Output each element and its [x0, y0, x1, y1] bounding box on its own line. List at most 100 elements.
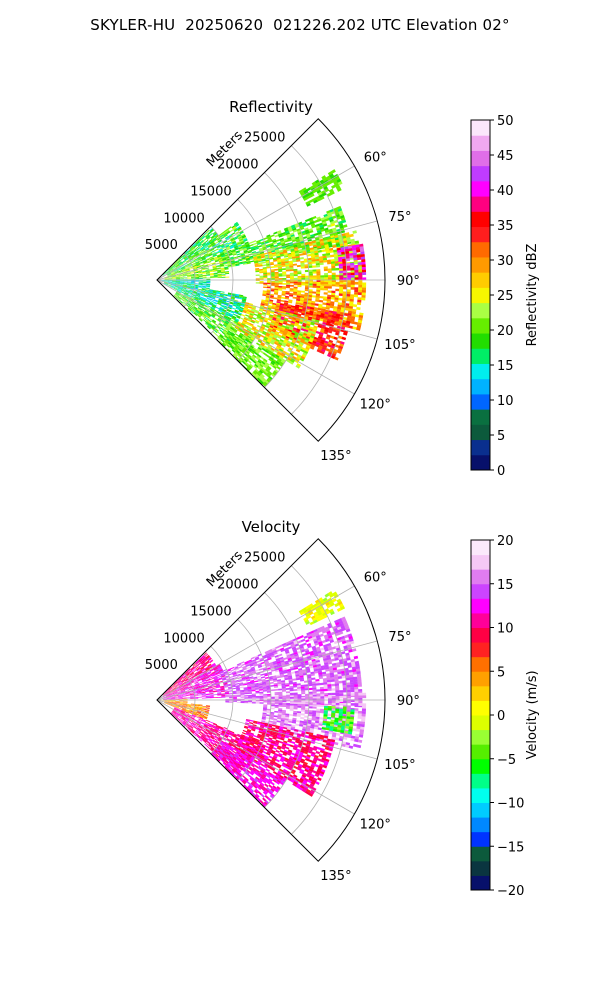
echo-gate [250, 246, 255, 249]
echo-gate [295, 255, 300, 259]
echo-gate [186, 284, 192, 286]
echo-gate [333, 322, 339, 326]
echo-gate [198, 705, 203, 707]
echo-gate [172, 281, 177, 283]
echo-gate [342, 298, 347, 301]
echo-gate [168, 276, 173, 278]
echo-gate [339, 343, 344, 348]
echo-gate [175, 702, 180, 703]
echo-gate [331, 315, 336, 319]
echo-gate [176, 258, 180, 262]
echo-gate [196, 308, 201, 312]
echo-gate [282, 277, 287, 280]
echo-gate [213, 675, 218, 678]
echo-gate [211, 671, 216, 675]
echo-gate [214, 234, 219, 238]
echo-gate [275, 306, 280, 309]
echo-gate [223, 316, 228, 320]
echo-gate [295, 320, 300, 324]
echo-gate [308, 289, 313, 292]
echo-gate [301, 273, 306, 276]
echo-gate [289, 289, 294, 292]
echo-gate [175, 264, 180, 268]
echo-gate [195, 666, 199, 670]
echo-gate [302, 352, 308, 356]
echo-gate [201, 695, 206, 697]
echo-gate [354, 289, 359, 293]
echo-gate [350, 275, 355, 278]
echo-gate [184, 677, 188, 680]
echo-gate [278, 288, 283, 291]
echo-gate [180, 689, 185, 692]
echo-gate [169, 268, 173, 272]
echo-gate [190, 304, 194, 308]
echo-gate [171, 275, 176, 277]
echo-gate [176, 265, 180, 268]
echo-gate [211, 672, 216, 676]
echo-gate [251, 336, 256, 340]
echo-gate [352, 249, 357, 254]
echo-gate [288, 227, 293, 231]
echo-gate [209, 256, 214, 259]
echo-gate [187, 263, 192, 266]
echo-gate [221, 270, 226, 273]
echo-gate [168, 687, 172, 690]
echo-gate [281, 264, 286, 267]
echo-gate [225, 333, 230, 337]
echo-gate [227, 292, 233, 295]
echo-gate [220, 244, 225, 247]
echo-gate [206, 277, 211, 279]
echo-gate [248, 339, 254, 343]
echo-gate [186, 682, 191, 685]
echo-gate [187, 254, 191, 258]
echo-gate [189, 306, 193, 310]
echo-gate [255, 267, 260, 270]
echo-gate [202, 274, 207, 276]
echo-gate [293, 345, 298, 350]
echo-gate [308, 271, 313, 274]
colorbar-segment [471, 287, 490, 304]
echo-gate [179, 703, 184, 705]
echo-gate [286, 274, 291, 277]
echo-gate [280, 326, 286, 330]
echo-gate [242, 310, 247, 314]
echo-gate [269, 244, 274, 247]
echo-gate [249, 243, 254, 247]
echo-gate [194, 664, 198, 668]
echo-gate [242, 309, 247, 313]
echo-gate [275, 354, 280, 359]
echo-gate [171, 273, 176, 275]
colorbar-tick-label: 25 [497, 289, 514, 304]
echo-gate [171, 273, 176, 276]
echo-gate [232, 304, 237, 307]
echo-gate [191, 280, 196, 282]
echo-gate [289, 335, 294, 339]
echo-gate [176, 678, 180, 682]
echo-gate [174, 294, 178, 298]
echo-gate [175, 283, 180, 285]
echo-gate [185, 692, 190, 694]
echo-gate [201, 256, 206, 260]
echo-gate [255, 368, 260, 373]
echo-gate [281, 263, 286, 266]
echo-gate [195, 261, 199, 264]
echo-gate [282, 273, 287, 275]
echo-gate [272, 302, 277, 306]
echo-gate [331, 265, 336, 269]
echo-gate [354, 281, 359, 285]
echo-gate [209, 309, 214, 312]
echo-gate [179, 281, 184, 282]
echo-gate [265, 323, 270, 327]
echo-gate [308, 243, 313, 247]
echo-gate [185, 269, 190, 272]
echo-gate [220, 305, 225, 308]
echo-gate [319, 329, 325, 334]
echo-gate [217, 238, 222, 242]
echo-gate [225, 245, 230, 248]
echo-gate [251, 319, 256, 323]
echo-gate [323, 241, 329, 246]
echo-gate [184, 676, 188, 680]
echo-gate [224, 252, 229, 255]
echo-gate [175, 282, 180, 284]
echo-gate [316, 339, 321, 344]
